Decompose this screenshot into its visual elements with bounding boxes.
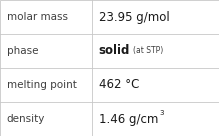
- Text: 3: 3: [159, 110, 164, 116]
- Text: (at STP): (at STP): [133, 47, 163, 55]
- Text: phase: phase: [7, 46, 38, 56]
- Text: 23.95 g/mol: 23.95 g/mol: [99, 10, 169, 24]
- Text: 462 °C: 462 °C: [99, 78, 139, 92]
- Text: solid: solid: [99, 44, 130, 58]
- Text: density: density: [7, 114, 45, 124]
- Text: melting point: melting point: [7, 80, 76, 90]
- Text: 1.46 g/cm: 1.46 g/cm: [99, 112, 158, 126]
- Text: molar mass: molar mass: [7, 12, 68, 22]
